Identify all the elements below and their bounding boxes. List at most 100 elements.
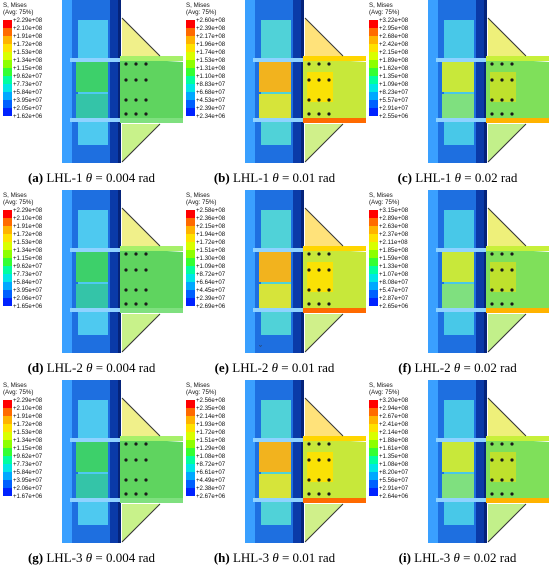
legend-averaging: (Avg: 75%) xyxy=(186,199,217,206)
legend-value: +7.73e+07 xyxy=(13,271,43,278)
legend-value: +3.95e+07 xyxy=(13,477,43,484)
bolt xyxy=(144,492,148,496)
legend-color-swatch xyxy=(3,282,12,290)
legend-value: +2.64e+06 xyxy=(379,493,409,500)
legend-value: +3.95e+07 xyxy=(13,287,43,294)
panel-zone-upper xyxy=(259,252,291,282)
legend-value: +1.09e+08 xyxy=(196,263,226,270)
legend-value: +2.17e+08 xyxy=(196,33,226,40)
caption-theta: θ xyxy=(85,550,93,565)
bolt xyxy=(327,302,331,306)
bolt xyxy=(327,268,331,272)
caption-value: = 0.02 rad xyxy=(464,170,518,185)
stiffener-bottom xyxy=(436,308,486,312)
legend-value: +2.37e+08 xyxy=(379,231,409,238)
bolt xyxy=(134,302,138,306)
legend-color-swatch xyxy=(186,488,195,496)
panel-caption: (e) LHL-2 θ = 0.01 rad xyxy=(183,360,366,376)
legend-value: +1.72e+08 xyxy=(196,429,226,436)
beam-hot-zone xyxy=(307,452,333,482)
caption-label: (f) xyxy=(398,360,412,375)
legend-color-swatch xyxy=(369,298,378,306)
bolt xyxy=(317,252,321,256)
panel-zone-upper xyxy=(442,62,474,92)
legend-value: +2.05e+07 xyxy=(13,105,43,112)
legend-color-swatch xyxy=(3,60,12,68)
bolt xyxy=(500,112,504,116)
bolt xyxy=(490,478,494,482)
legend-value: +2.14e+08 xyxy=(196,413,226,420)
bolt xyxy=(144,442,148,446)
bolt xyxy=(144,112,148,116)
bolt xyxy=(490,442,494,446)
panel-zone-lower xyxy=(76,94,108,120)
contour-panel-f: S, Mises (Avg: 75%) +3.15e+08 +2.89e+08 +2… xyxy=(366,190,549,380)
bolt xyxy=(134,78,138,82)
panel-caption: (h) LHL-3 θ = 0.01 rad xyxy=(183,550,366,566)
bolt xyxy=(124,78,128,82)
fe-contour-plot xyxy=(245,190,366,353)
panel-caption: (d) LHL-2 θ = 0.004 rad xyxy=(0,360,183,376)
legend-values: +2.29e+08 +2.10e+08 +1.91e+08 +1.72e+08 +1.5… xyxy=(13,207,42,311)
bolt xyxy=(317,62,321,66)
bolt xyxy=(510,268,514,272)
stray-mark: ˇ xyxy=(259,344,262,354)
legend-color-swatch xyxy=(369,424,378,432)
column-left-zone xyxy=(62,380,72,543)
legend-color-swatch xyxy=(186,456,195,464)
column-flange xyxy=(110,190,119,353)
bolt xyxy=(510,98,514,102)
bolt xyxy=(490,252,494,256)
bolt xyxy=(317,458,321,462)
caption-specimen: LHL-2 xyxy=(46,360,83,375)
legend-color-swatch xyxy=(3,480,12,488)
legend-color-swatch xyxy=(369,218,378,226)
legend-values: +2.29e+08 +2.10e+08 +1.91e+08 +1.72e+08 +1.5… xyxy=(13,397,42,501)
panel-zone-upper xyxy=(76,252,108,282)
legend-value: +2.68e+08 xyxy=(379,33,409,40)
caption-value: = 0.02 rad xyxy=(463,550,517,565)
legend-color-swatch xyxy=(186,84,195,92)
bolt xyxy=(307,78,311,82)
legend-value: +2.39e+07 xyxy=(196,105,226,112)
legend-value: +3.20e+08 xyxy=(379,397,409,404)
column-flange-edge xyxy=(118,190,121,353)
legend-color-swatch xyxy=(3,250,12,258)
bolt xyxy=(124,268,128,272)
legend-color-swatch xyxy=(186,282,195,290)
legend-value: +8.83e+07 xyxy=(196,81,226,88)
bolt xyxy=(144,78,148,82)
legend-value: +1.72e+08 xyxy=(13,231,43,238)
bolt xyxy=(510,478,514,482)
beam-web xyxy=(120,248,183,312)
legend-colorbar xyxy=(3,20,12,116)
legend-color-swatch xyxy=(186,20,195,28)
legend-color-swatch xyxy=(186,108,195,116)
bolt-row xyxy=(124,252,148,306)
caption-specimen: LHL-2 xyxy=(414,360,451,375)
legend-value: +5.56e+07 xyxy=(379,477,409,484)
bolt xyxy=(490,268,494,272)
beam-top-flange xyxy=(120,436,183,441)
legend-value: +1.61e+08 xyxy=(379,445,409,452)
legend-values: +2.60e+08 +2.39e+08 +2.17e+08 +1.96e+08 +1.7… xyxy=(196,17,225,121)
fe-contour-plot xyxy=(428,0,549,163)
legend-value: +8.72e+07 xyxy=(196,271,226,278)
caption-specimen: LHL-1 xyxy=(232,170,270,185)
bolt xyxy=(134,458,138,462)
caption-label: (c) xyxy=(397,170,412,185)
column-left-zone xyxy=(62,190,72,353)
legend-color-swatch xyxy=(186,60,195,68)
beam-top-flange xyxy=(486,56,549,61)
bolt xyxy=(144,252,148,256)
stress-legend: S, Mises (Avg: 75%) +3.22e+08 +2.95e+08 +2… xyxy=(369,2,431,121)
legend-values: +2.56e+08 +2.35e+08 +2.14e+08 +1.93e+08 +1.7… xyxy=(196,397,225,501)
stress-legend: S, Mises (Avg: 75%) +2.58e+08 +2.36e+08 +2… xyxy=(186,192,248,311)
legend-color-swatch xyxy=(186,400,195,408)
caption-theta: θ xyxy=(454,170,461,185)
beam-hot-zone xyxy=(490,72,516,102)
beam-bottom-flange xyxy=(303,498,366,503)
legend-value: +6.64e+07 xyxy=(196,279,226,286)
legend-color-swatch xyxy=(3,218,12,226)
column-left-zone xyxy=(245,0,255,163)
